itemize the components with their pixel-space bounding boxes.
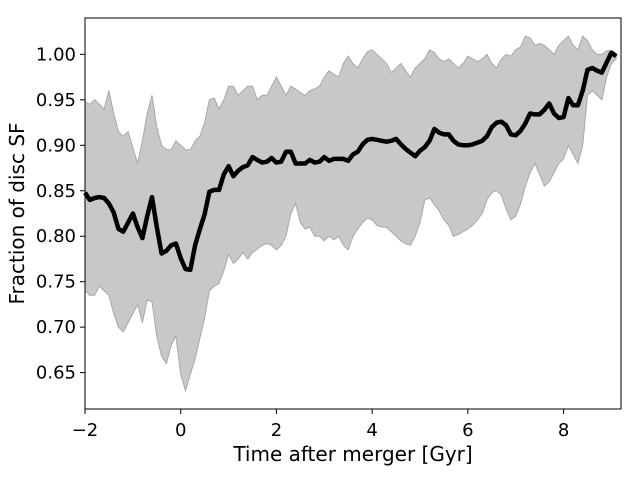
x-tick-label: 4 xyxy=(366,420,377,441)
confidence-band-layer xyxy=(84,35,617,393)
y-tick-label: 0.85 xyxy=(36,181,76,202)
y-axis-ticks: 0.65 0.70 0.75 0.80 0.85 0.90 0.95 1.00 xyxy=(36,44,85,384)
x-tick-label: 0 xyxy=(175,420,186,441)
x-tick-label: 2 xyxy=(271,420,282,441)
median-line-layer xyxy=(83,50,618,273)
x-tick-label: −2 xyxy=(72,420,99,441)
x-tick-label: 6 xyxy=(462,420,473,441)
y-tick-label: 0.80 xyxy=(36,226,76,247)
y-tick-label: 0.65 xyxy=(36,363,76,384)
confidence-band xyxy=(84,35,617,393)
y-tick-label: 1.00 xyxy=(36,44,76,65)
y-axis-label: Fraction of disc SF xyxy=(5,122,29,304)
y-tick-label: 0.75 xyxy=(36,272,76,293)
y-tick-label: 0.70 xyxy=(36,317,76,338)
y-tick-label: 0.95 xyxy=(36,90,76,111)
x-tick-label: 8 xyxy=(558,420,569,441)
median-line-series-0 xyxy=(83,50,618,273)
plot-frame xyxy=(84,17,622,410)
y-tick-label: 0.90 xyxy=(36,135,76,156)
x-axis-label: Time after merger [Gyr] xyxy=(232,442,472,466)
x-axis-ticks: −2 0 2 4 6 8 xyxy=(72,409,569,441)
